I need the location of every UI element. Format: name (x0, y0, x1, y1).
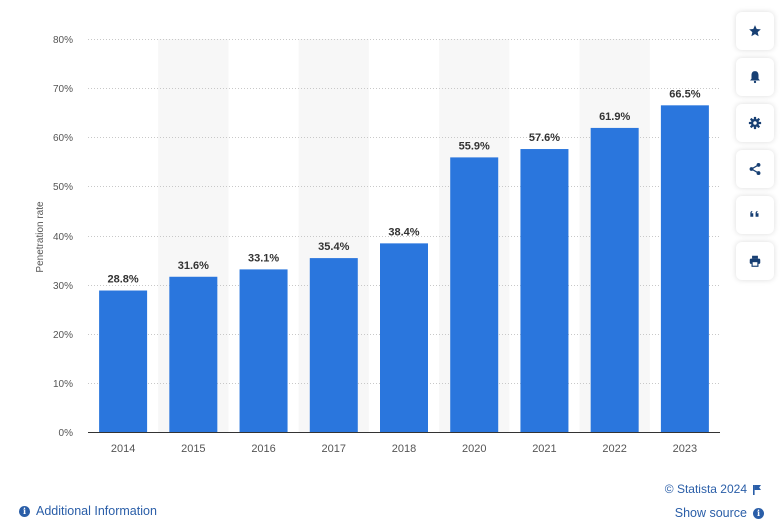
y-tick-label: 40% (53, 232, 73, 243)
print-button[interactable] (736, 242, 774, 280)
share-button[interactable] (736, 150, 774, 188)
data-label: 35.4% (318, 241, 349, 253)
x-tick-label: 2014 (111, 443, 135, 455)
info-icon: i (19, 505, 30, 517)
x-tick-label: 2016 (251, 443, 275, 455)
data-label: 28.8% (108, 274, 139, 286)
bars (99, 105, 709, 433)
x-tick-label: 2022 (602, 443, 626, 455)
show-source-label: Show source (674, 506, 747, 520)
y-tick-label: 50% (53, 182, 73, 193)
settings-button[interactable] (736, 104, 774, 142)
star-icon (749, 25, 761, 37)
quote-icon (750, 210, 759, 217)
show-source-link[interactable]: Show source i (675, 506, 764, 520)
y-tick-label: 60% (53, 133, 73, 144)
bar-2022[interactable] (590, 127, 639, 432)
favorite-button[interactable] (736, 12, 774, 50)
bar-2023[interactable] (660, 105, 709, 432)
share-icon (749, 162, 761, 176)
notification-button[interactable] (736, 58, 774, 96)
data-labels: 28.8% 31.6% 33.1% 35.4% 38.4% 55.9% 57.6% 61.9%… (108, 88, 701, 285)
y-tick-label: 0% (59, 428, 74, 439)
additional-information-link[interactable]: i Additional Information (19, 504, 157, 518)
bar-2016[interactable] (239, 269, 288, 432)
x-axis-ticks: 2014 2015 2016 2017 2018 2020 2021 2022 2023 (111, 443, 697, 455)
additional-information-label: Additional Information (36, 504, 157, 518)
y-axis-ticks: 0% 10% 20% 30% 40% 50% 60% 70% 80% (53, 35, 73, 439)
cite-button[interactable] (736, 196, 774, 234)
data-label: 31.6% (178, 260, 209, 272)
bar-2014[interactable] (99, 290, 148, 432)
y-tick-label: 10% (53, 379, 73, 390)
info-icon: i (753, 507, 764, 519)
bar-chart: 0% 10% 20% 30% 40% 50% 60% 70% 80% 28.8% 31.6% 33.… (35, 35, 720, 455)
x-tick-label: 2015 (181, 443, 205, 455)
x-tick-label: 2020 (462, 443, 486, 455)
statista-credit[interactable]: © Statista 2024 (665, 482, 762, 496)
y-tick-label: 30% (53, 281, 73, 292)
flag-icon (753, 484, 761, 495)
print-icon (749, 255, 761, 267)
bar-2021[interactable] (520, 149, 569, 433)
data-label: 61.9% (599, 111, 630, 123)
y-axis-label: Penetration rate (35, 201, 46, 273)
data-label: 66.5% (669, 88, 700, 100)
x-tick-label: 2021 (532, 443, 556, 455)
credit-text: © Statista 2024 (664, 482, 747, 496)
bar-2015[interactable] (169, 276, 218, 432)
bar-2017[interactable] (309, 258, 358, 432)
data-label: 57.6% (529, 132, 560, 144)
bell-icon (750, 71, 760, 84)
data-label: 38.4% (388, 226, 419, 238)
y-tick-label: 80% (53, 35, 73, 46)
x-tick-label: 2017 (322, 443, 346, 455)
data-label: 33.1% (248, 252, 279, 264)
bar-2020[interactable] (450, 157, 499, 433)
data-label: 55.9% (459, 140, 490, 152)
y-tick-label: 20% (53, 330, 73, 341)
bar-2018[interactable] (380, 243, 428, 432)
y-tick-label: 70% (53, 84, 73, 95)
gear-icon (748, 116, 762, 130)
x-tick-label: 2018 (392, 443, 416, 455)
x-tick-label: 2023 (673, 443, 697, 455)
